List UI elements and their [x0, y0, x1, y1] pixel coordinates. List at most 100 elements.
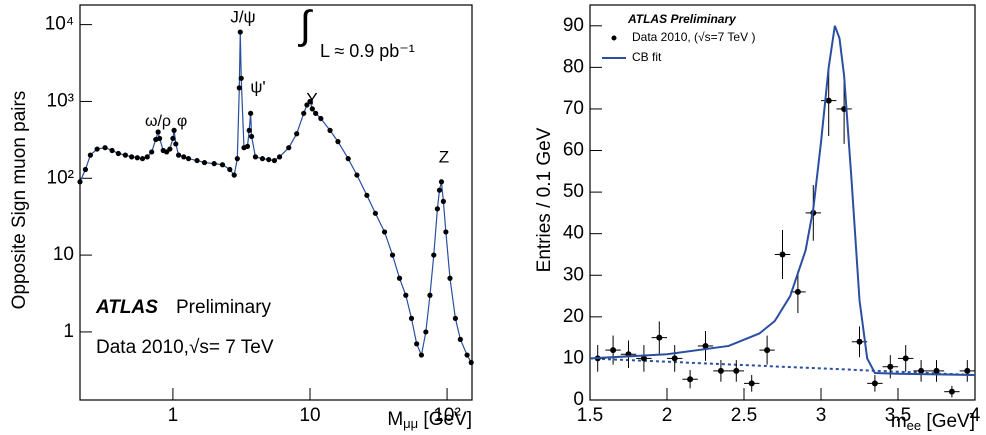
- data-point: [149, 149, 155, 155]
- data-point: [234, 156, 240, 162]
- data-point: [77, 179, 83, 185]
- data-point: [318, 115, 324, 122]
- data-point: [468, 359, 474, 366]
- y-tick-label: 10⁴: [45, 14, 74, 35]
- data-point: [414, 341, 420, 347]
- data-point: [129, 154, 135, 160]
- data-point: [231, 172, 237, 178]
- data-point: [139, 156, 146, 162]
- data-point: [408, 315, 415, 321]
- x-tick-label: 3: [816, 405, 827, 426]
- annotation: ATLAS: [95, 297, 158, 318]
- data-point: [252, 154, 259, 160]
- data-point: [201, 159, 208, 166]
- data-point: [173, 141, 179, 147]
- data-point: [431, 252, 437, 258]
- data-point: [307, 98, 313, 105]
- data-point: [271, 157, 278, 164]
- data-point: [372, 210, 378, 216]
- data-point: [276, 154, 283, 160]
- data-point: [396, 275, 403, 281]
- data-point: [764, 347, 771, 354]
- legend-label: Data 2010, (√s=7 TeV ): [632, 30, 755, 44]
- data-point: [134, 155, 140, 161]
- data-point: [436, 187, 443, 193]
- data-point: [155, 129, 161, 135]
- data-point: [702, 342, 709, 349]
- y-axis-label: Opposite Sign muon pairs: [9, 91, 30, 310]
- annotation: ∫: [298, 4, 314, 48]
- annotation: ψ': [250, 77, 265, 96]
- data-point: [244, 143, 251, 149]
- x-tick-label: 10²: [433, 405, 460, 426]
- data-point: [717, 367, 724, 374]
- y-tick-label: 1: [63, 321, 74, 342]
- data-point: [464, 352, 470, 358]
- data-point: [115, 150, 121, 157]
- data-point: [171, 127, 177, 133]
- x-axis-label: Mμμ [GeV]: [387, 409, 472, 431]
- data-point: [345, 156, 351, 162]
- data-point: [748, 380, 755, 387]
- data-point: [964, 367, 971, 374]
- x-tick-label: 1: [168, 405, 179, 426]
- y-tick-label: 60: [563, 140, 584, 161]
- x-label-sub: μμ: [403, 416, 418, 431]
- data-point: [403, 292, 409, 298]
- data-point: [304, 102, 310, 108]
- data-point: [82, 166, 89, 173]
- x-axis-label: mee [GeV]: [891, 411, 975, 433]
- plot-frame: [589, 4, 976, 401]
- legend-title: ATLAS Preliminary: [627, 12, 737, 26]
- annotation: Z: [439, 147, 449, 166]
- data-point: [856, 338, 863, 345]
- x-label-sub: ee: [907, 418, 921, 433]
- data-point: [211, 161, 217, 167]
- y-tick-label: 10²: [47, 167, 74, 188]
- y-tick-label: 0: [573, 389, 584, 410]
- annotation: J/ψ: [230, 7, 255, 26]
- data-point: [438, 179, 445, 185]
- data-point: [237, 29, 243, 35]
- data-point: [656, 334, 663, 341]
- legend-marker: [611, 35, 617, 41]
- data-point: [194, 157, 200, 164]
- annotation: L ≈ 0.9 pb⁻¹: [320, 41, 415, 61]
- data-point: [452, 315, 458, 321]
- background-line: [589, 357, 976, 377]
- data-point: [335, 139, 341, 145]
- x-tick-label: 1.5: [577, 405, 603, 426]
- y-tick-label: 80: [563, 56, 584, 77]
- data-point: [779, 251, 786, 258]
- data-point: [825, 97, 832, 104]
- data-point: [248, 133, 255, 140]
- legend-label: CB fit: [632, 50, 662, 64]
- x-tick-label: 3.5: [885, 405, 911, 426]
- x-tick-label: 10: [299, 405, 320, 426]
- x-label-main: M: [387, 409, 403, 430]
- data-point: [887, 363, 894, 370]
- data-point: [640, 355, 647, 362]
- data-point: [181, 154, 187, 160]
- data-point: [219, 162, 226, 168]
- y-tick-label: 90: [563, 15, 584, 36]
- data-point: [794, 288, 801, 295]
- x-label-unit: [GeV]: [418, 409, 472, 430]
- data-point: [266, 156, 272, 163]
- data-point: [871, 380, 878, 387]
- data-point: [948, 388, 955, 395]
- data-point: [381, 229, 388, 235]
- data-point: [170, 135, 176, 142]
- data-point: [427, 292, 433, 298]
- data-point: [313, 110, 319, 116]
- y-tick-label: 40: [563, 223, 584, 244]
- data-point: [102, 145, 108, 151]
- data-point: [918, 367, 925, 374]
- data-point: [144, 154, 150, 160]
- y-tick-label: 10: [53, 244, 74, 265]
- data-point: [434, 206, 440, 212]
- data-point: [122, 152, 128, 158]
- data-point: [167, 146, 173, 152]
